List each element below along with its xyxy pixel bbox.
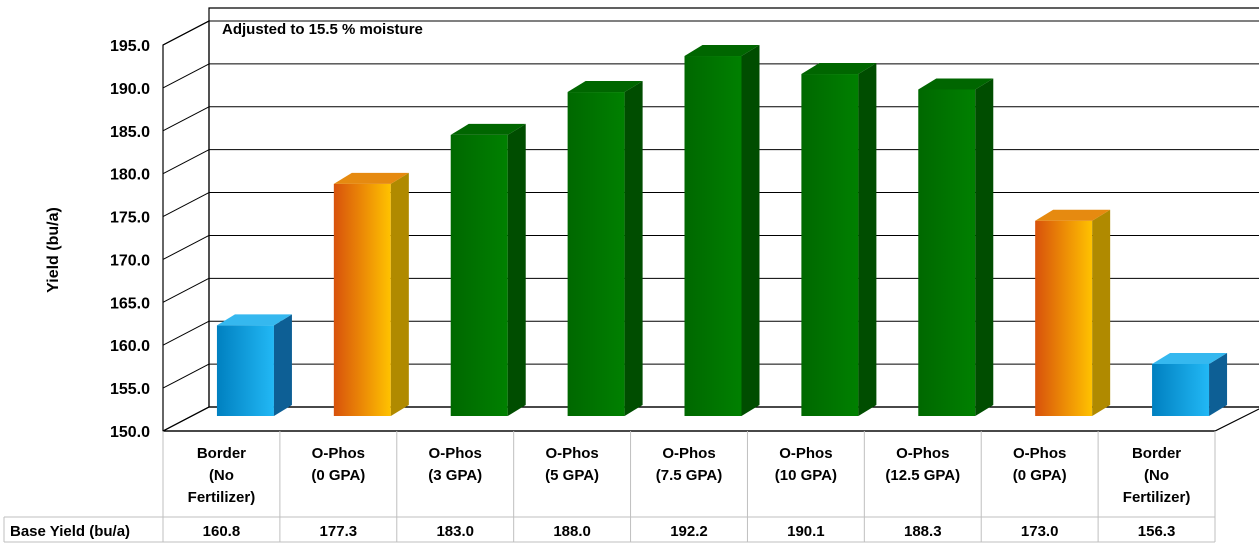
x-tick-label: Border (No Fertilizer) [1123,445,1191,506]
bar-top [450,123,526,135]
bar-top [1035,209,1111,221]
bar-side [507,123,526,416]
gridline-side [162,235,210,260]
x-tick-label: O-Phos (3 GPA) [428,445,482,484]
y-tick-label: 160.0 [110,338,150,355]
chart-bars [216,45,1228,417]
bar-top [216,314,292,326]
data-table-value: 192.2 [670,523,708,540]
bar [801,63,877,416]
bar [216,314,292,416]
bar-side [858,63,877,416]
bar-front [333,183,391,416]
bar-side [1092,209,1111,416]
bar-side [975,78,994,417]
y-tick-label: 190.0 [110,81,150,98]
bar [333,172,409,416]
data-table-row-label: Base Yield (bu/a) [10,523,130,540]
gridline-side [162,192,210,217]
data-table-value: 173.0 [1021,523,1059,540]
data-table-value: 183.0 [436,523,474,540]
bar-front [918,89,976,417]
y-tick-labels: 150.0 155.0 160.0 165.0 170.0 175.0 180.0 185.0… [110,38,150,441]
data-table-value: 177.3 [320,523,358,540]
bar-front [684,56,742,417]
x-tick-label: O-Phos (0 GPA) [1013,445,1067,484]
gridline-side [162,149,210,175]
bar-front [1152,363,1210,416]
data-table-value: 160.8 [203,523,241,540]
x-tick-label: Border (No Fertilizer) [188,445,256,506]
data-table-value: 190.1 [787,523,825,540]
side-wall [162,20,210,432]
bar-top [567,81,643,93]
bar-front [450,134,508,416]
bar-top [918,78,994,90]
y-tick-label: 195.0 [110,38,150,55]
bar-front [1035,220,1093,416]
y-tick-label: 150.0 [110,424,150,441]
bar-top [801,63,877,75]
bar-front [801,74,859,416]
gridline-side [162,20,210,46]
bar-top [684,45,760,57]
x-tick-label: O-Phos (0 GPA) [311,445,365,484]
bar-side [1209,352,1228,416]
x-tick-label: O-Phos (10 GPA) [775,445,837,484]
bar-front [216,325,274,416]
gridline-side [162,320,210,346]
bar [684,45,760,417]
bar [450,123,526,416]
bar [567,81,643,417]
x-tick-label: O-Phos (7.5 GPA) [656,445,722,484]
y-tick-label: 170.0 [110,252,150,269]
y-tick-label: 185.0 [110,124,150,141]
bar-side [624,81,643,417]
bar [1152,352,1228,416]
bar-side [273,314,292,416]
x-tick-label: O-Phos (12.5 GPA) [885,445,960,484]
y-tick-label: 175.0 [110,210,150,227]
bar-top [1152,352,1228,364]
gridline-side [162,277,210,303]
data-table-value: 188.3 [904,523,942,540]
gridline-side [162,106,210,132]
y-tick-label: 165.0 [110,295,150,312]
y-tick-label: 155.0 [110,381,150,398]
data-table: Border (No Fertilizer) 160.8 O-Phos (0 GPA) 17… [3,430,1216,543]
y-tick-label: 180.0 [110,167,150,184]
bar-front [567,92,625,417]
bar-side [741,45,760,417]
bar [1035,209,1111,416]
y-axis-label: Yield (bu/a) [45,207,62,293]
bar [918,78,994,417]
data-table-value: 188.0 [553,523,591,540]
gridline-side [162,63,210,89]
bar-side [390,172,409,416]
gridline-side [162,363,210,389]
bar-top [333,172,409,184]
chart-annotation: Adjusted to 15.5 % moisture [222,21,423,38]
x-tick-label: O-Phos (5 GPA) [545,445,599,484]
data-table-value: 156.3 [1138,523,1176,540]
